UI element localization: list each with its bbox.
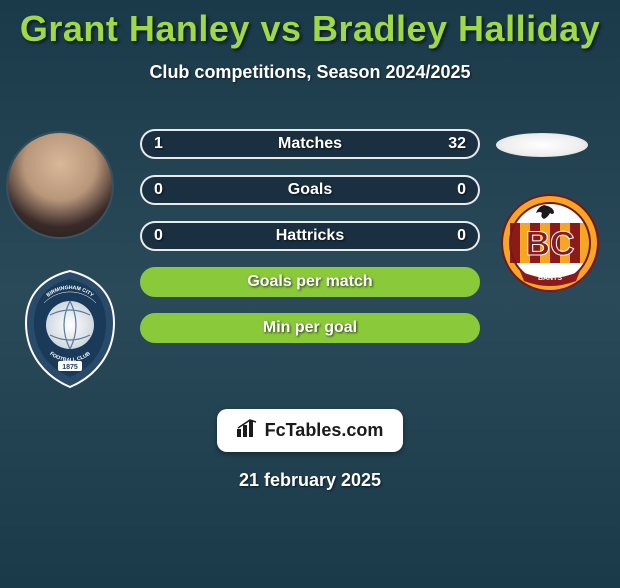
stats-container: 1 Matches 32 0 Goals 0 0 Hattricks 0 Goals per ma… [140,129,480,359]
stat-left-value: 0 [154,181,163,199]
stat-row-matches: 1 Matches 32 [140,129,480,159]
stat-label: Min per goal [263,319,357,337]
crest-right-banner: BANTS [538,275,562,282]
player-right-avatar [496,133,588,157]
stat-row-min-per-goal: Min per goal [140,313,480,343]
stat-label: Goals [288,181,332,199]
crest-left-year: 1875 [62,364,78,371]
fctables-logo: FcTables.com [217,409,404,452]
player-left-avatar [8,133,112,237]
comparison-body: BIRMINGHAM CITY FOOTBALL CLUB 1875 BC [0,113,620,393]
stat-row-goals-per-match: Goals per match [140,267,480,297]
stat-label: Hattricks [276,227,344,245]
stat-row-hattricks: 0 Hattricks 0 [140,221,480,251]
comparison-title: Grant Hanley vs Bradley Halliday [0,8,620,50]
stat-label: Matches [278,135,342,153]
stat-right-value: 0 [457,227,466,245]
stat-row-goals: 0 Goals 0 [140,175,480,205]
footer: FcTables.com [0,409,620,452]
fctables-logo-text: FcTables.com [265,420,384,441]
stat-right-value: 0 [457,181,466,199]
bars-icon [237,419,259,442]
comparison-date: 21 february 2025 [0,470,620,491]
stat-left-value: 0 [154,227,163,245]
club-crest-left: BIRMINGHAM CITY FOOTBALL CLUB 1875 [20,269,120,389]
crest-right-letters: BC [525,225,574,263]
comparison-subtitle: Club competitions, Season 2024/2025 [0,62,620,83]
stat-label: Goals per match [247,273,372,291]
stat-right-value: 32 [448,135,466,153]
club-crest-right: BC BANTS [500,193,600,293]
stat-left-value: 1 [154,135,163,153]
